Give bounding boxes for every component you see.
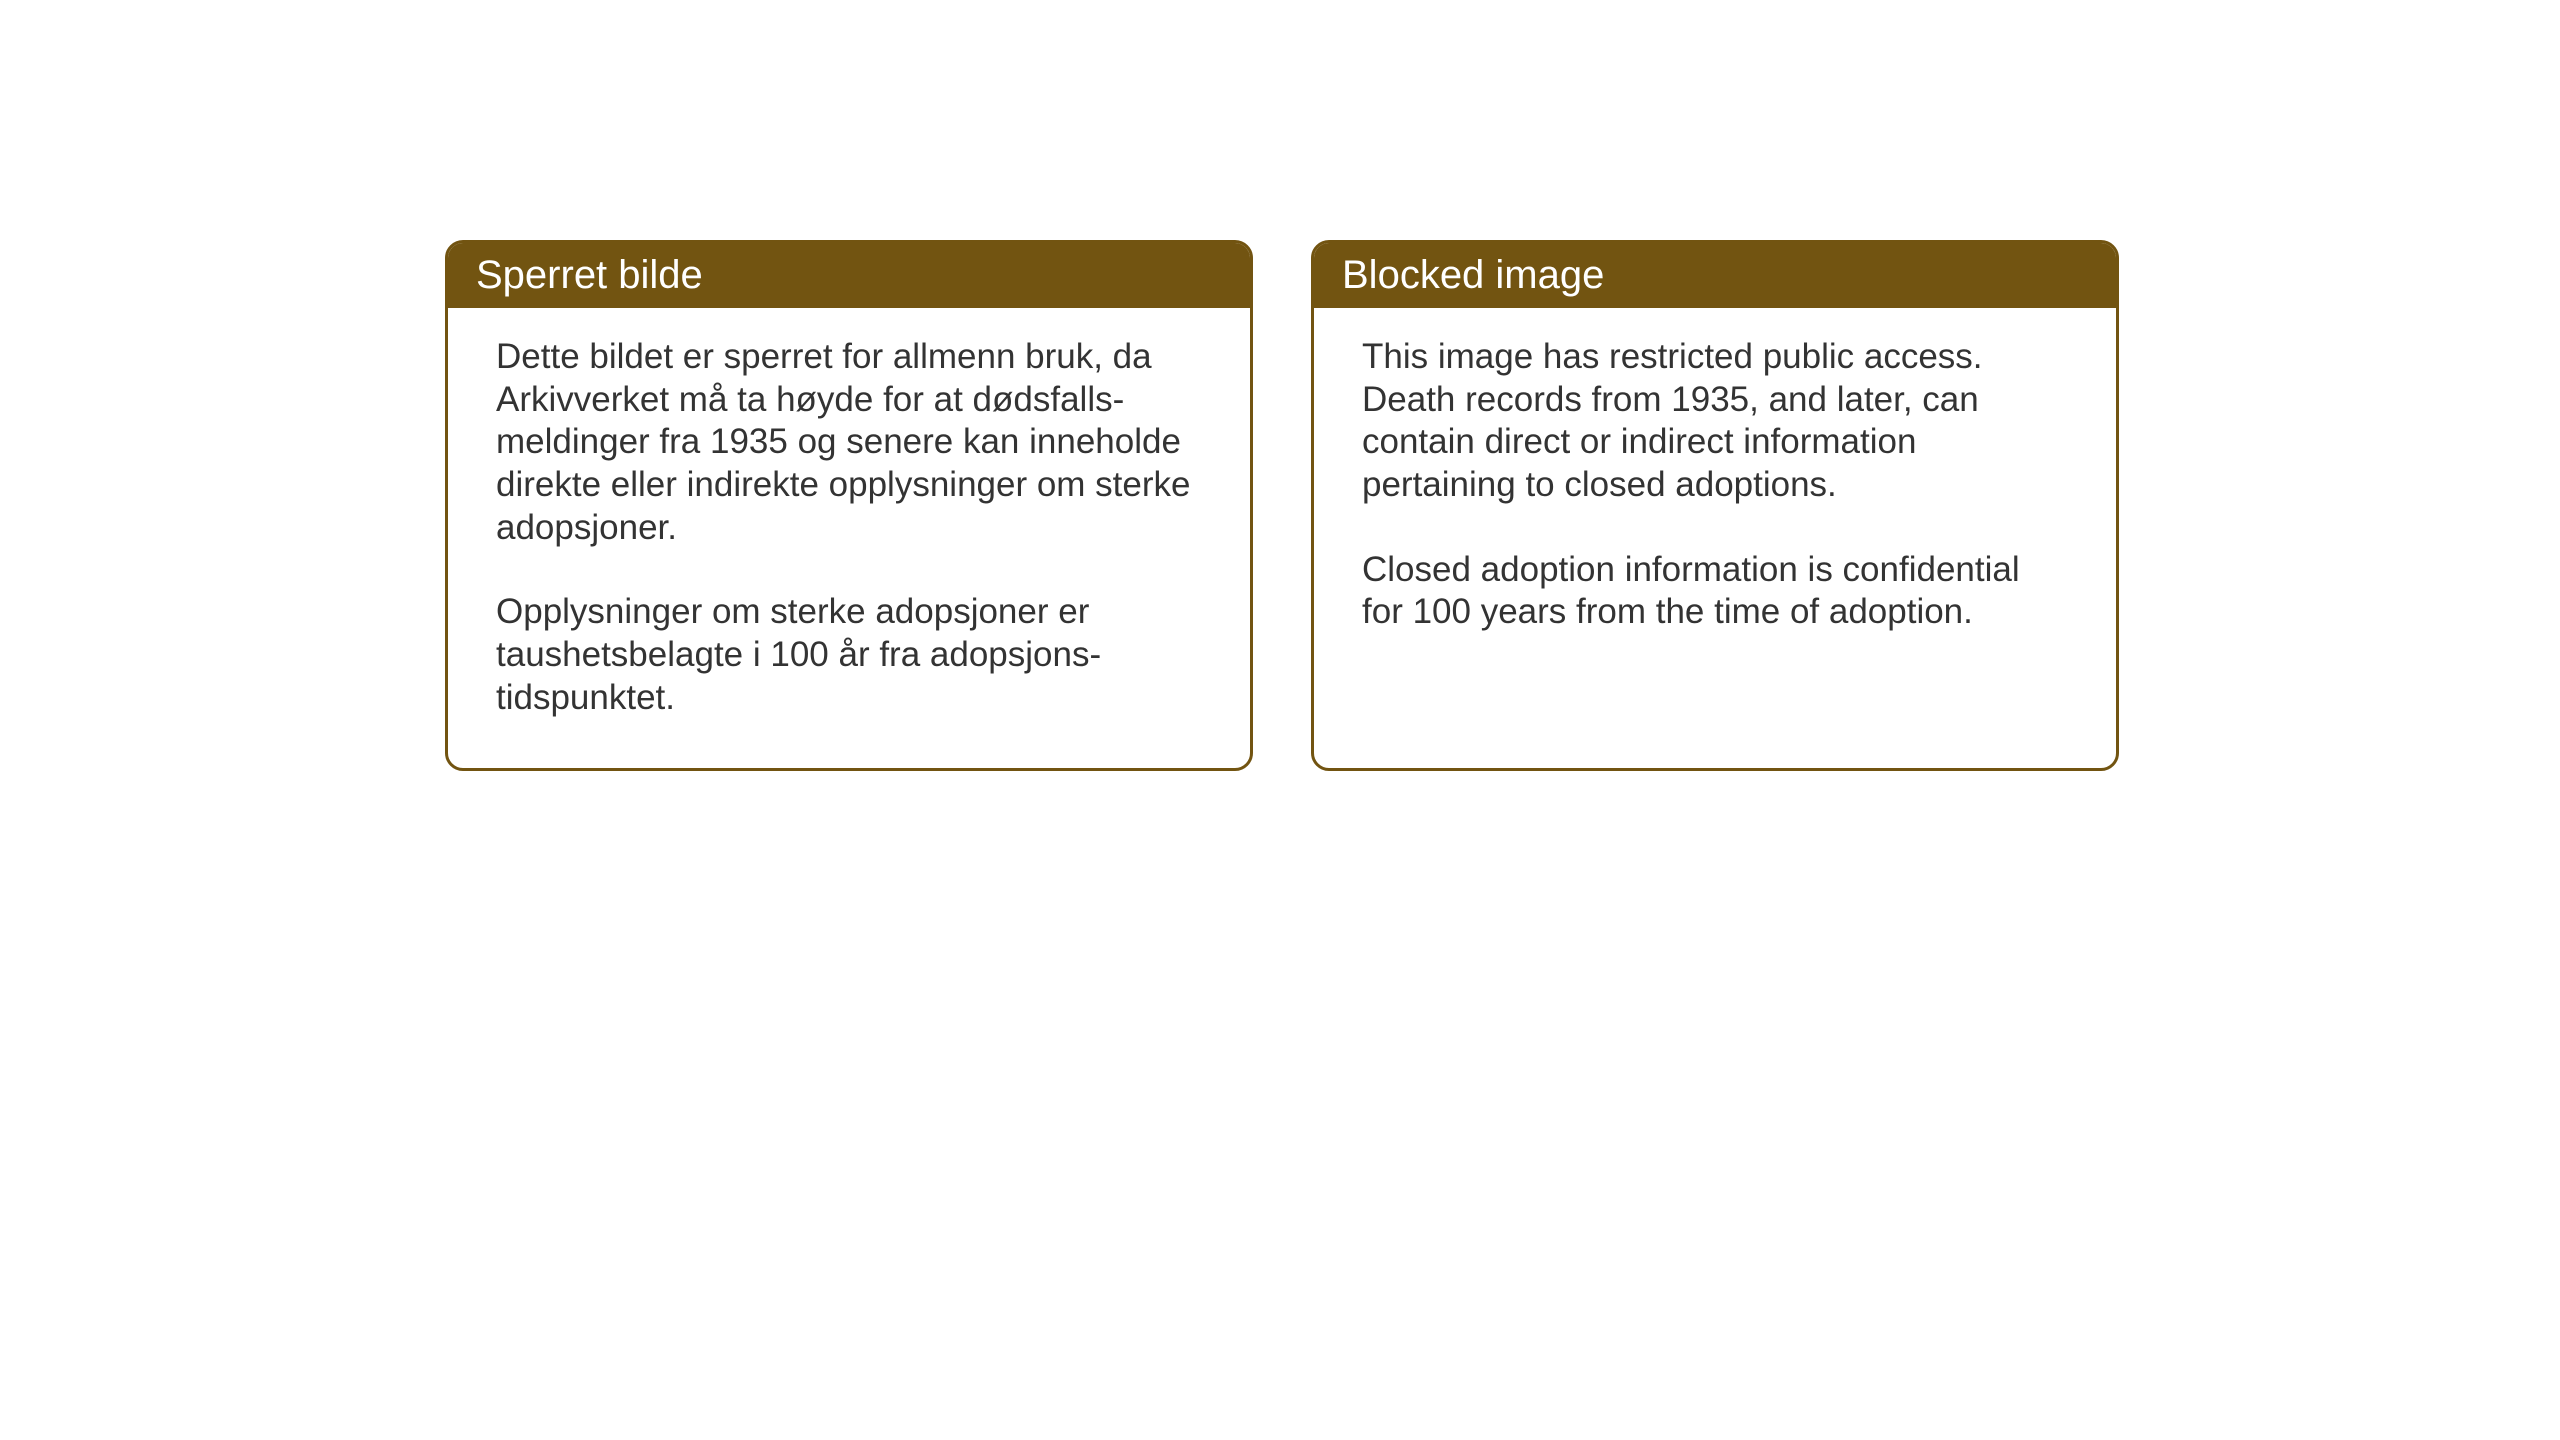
notice-header-norwegian: Sperret bilde bbox=[448, 243, 1250, 308]
notice-body-norwegian: Dette bildet er sperret for allmenn bruk… bbox=[448, 308, 1250, 768]
notice-title: Sperret bilde bbox=[476, 253, 703, 297]
notice-container: Sperret bilde Dette bildet er sperret fo… bbox=[445, 240, 2119, 771]
notice-box-english: Blocked image This image has restricted … bbox=[1311, 240, 2119, 771]
notice-paragraph: Dette bildet er sperret for allmenn bruk… bbox=[496, 336, 1202, 549]
notice-paragraph: Closed adoption information is confident… bbox=[1362, 549, 2068, 634]
notice-paragraph: Opplysninger om sterke adopsjoner er tau… bbox=[496, 591, 1202, 719]
notice-body-english: This image has restricted public access.… bbox=[1314, 308, 2116, 682]
notice-title: Blocked image bbox=[1342, 253, 1604, 297]
notice-header-english: Blocked image bbox=[1314, 243, 2116, 308]
notice-box-norwegian: Sperret bilde Dette bildet er sperret fo… bbox=[445, 240, 1253, 771]
notice-paragraph: This image has restricted public access.… bbox=[1362, 336, 2068, 507]
